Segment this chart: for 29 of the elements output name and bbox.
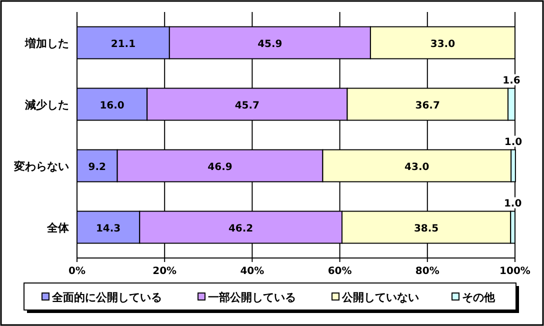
data-label: 14.3 xyxy=(96,223,121,234)
data-label: 43.0 xyxy=(404,162,430,173)
data-label: 1.0 xyxy=(504,136,522,148)
legend-label: 一部公開している xyxy=(208,291,296,304)
data-label: 45.9 xyxy=(258,38,282,50)
x-tick-label: 0% xyxy=(68,266,86,277)
legend-label: その他 xyxy=(462,291,496,304)
y-tick-label: 変わらない xyxy=(13,160,69,173)
data-label: 46.9 xyxy=(208,162,232,173)
legend-label: 公開していない xyxy=(341,291,419,304)
x-tick-label: 80% xyxy=(415,266,440,277)
data-label: 9.2 xyxy=(88,162,106,173)
data-label: 21.1 xyxy=(110,38,136,50)
y-tick-label: 減少した xyxy=(24,98,69,112)
data-label: 45.7 xyxy=(234,100,260,112)
x-tick-label: 60% xyxy=(328,266,352,277)
legend-label: 全面的に公開している xyxy=(51,291,162,304)
data-label: 36.7 xyxy=(415,100,440,112)
y-tick-label: 全体 xyxy=(46,221,70,234)
x-tick-label: 100% xyxy=(500,266,530,277)
data-label: 46.2 xyxy=(228,223,254,234)
data-label: 1.0 xyxy=(504,198,522,210)
data-label: 1.6 xyxy=(502,75,520,86)
data-label: 38.5 xyxy=(414,223,439,234)
data-label: 16.0 xyxy=(100,100,124,112)
data-label: 33.0 xyxy=(430,38,456,50)
x-tick-label: 20% xyxy=(152,266,177,277)
y-tick-label: 増加した xyxy=(24,36,69,50)
x-tick-label: 40% xyxy=(240,266,264,277)
